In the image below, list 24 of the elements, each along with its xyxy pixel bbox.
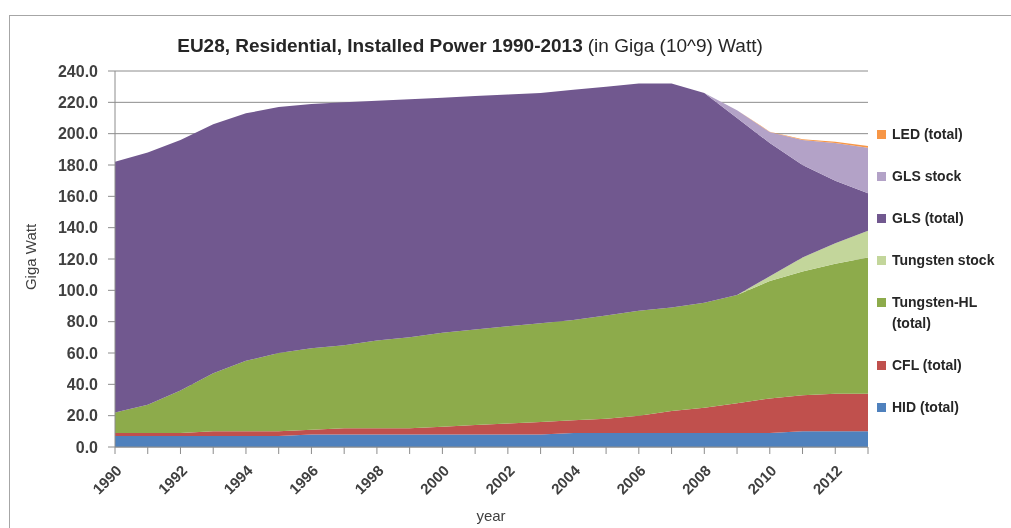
y-tick-label: 200.0 [57,125,99,143]
y-tick-label: 60.0 [66,344,99,362]
chart-subtitle: (in Giga (10^9) Watt) [587,35,763,56]
legend-label: Tungsten stock [892,251,996,270]
legend-label: GLS stock [892,167,963,186]
y-tick-label: 140.0 [57,219,99,237]
y-tick-label: 20.0 [66,407,99,425]
legend-label: HID (total) [892,398,960,417]
y-axis-title: Giga Watt [21,223,39,291]
y-tick-label: 240.0 [57,62,99,80]
legend-label: LED (total) [892,125,964,144]
legend-label: Tungsten-HL (total) [892,293,979,333]
legend-label: GLS (total) [892,209,965,228]
y-tick-label: 220.0 [57,94,99,112]
legend-label: CFL (total) [892,356,963,375]
chart-title: EU28, Residential, Installed Power 1990-2013 [177,35,583,56]
y-tick-label: 180.0 [57,156,99,174]
y-tick-label: 160.0 [57,188,99,206]
y-tick-label: 120.0 [57,250,99,268]
x-axis-title: year [476,507,506,524]
y-tick-label: 40.0 [66,376,99,394]
y-tick-label: 100.0 [57,282,99,300]
y-tick-label: 80.0 [66,313,99,331]
y-tick-label: 0.0 [75,438,99,456]
